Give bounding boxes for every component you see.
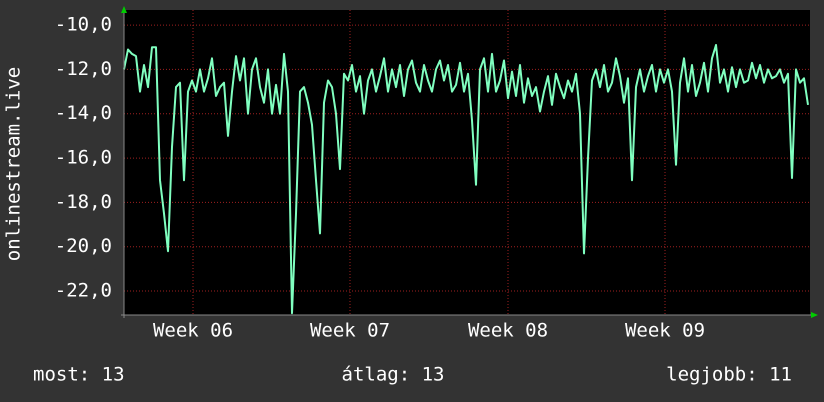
- marks: [123, 44, 809, 315]
- stat-current: most: 13: [33, 364, 125, 386]
- y-tick-label: -16,0: [55, 147, 112, 169]
- y-tick-label: -18,0: [55, 191, 112, 213]
- y-tick-label: -22,0: [55, 280, 112, 302]
- plot-area: [124, 10, 810, 315]
- x-arrow: [811, 312, 818, 318]
- x-tick-label: Week 06: [153, 320, 233, 342]
- y-arrow: [121, 6, 127, 13]
- y-tick-label: -12,0: [55, 58, 112, 80]
- y-tick-label: -10,0: [55, 14, 112, 36]
- y-tick-label: -20,0: [55, 235, 112, 257]
- x-tick-label: Week 09: [625, 320, 705, 342]
- x-tick-label: Week 08: [468, 320, 548, 342]
- y-tick-label: -14,0: [55, 102, 112, 124]
- series-line: [123, 44, 809, 315]
- y-axis-label: onlinestream.live: [3, 67, 25, 261]
- stat-best: legjobb: 11: [666, 364, 792, 386]
- x-tick-label: Week 07: [310, 320, 390, 342]
- stat-average: átlag: 13: [342, 364, 445, 386]
